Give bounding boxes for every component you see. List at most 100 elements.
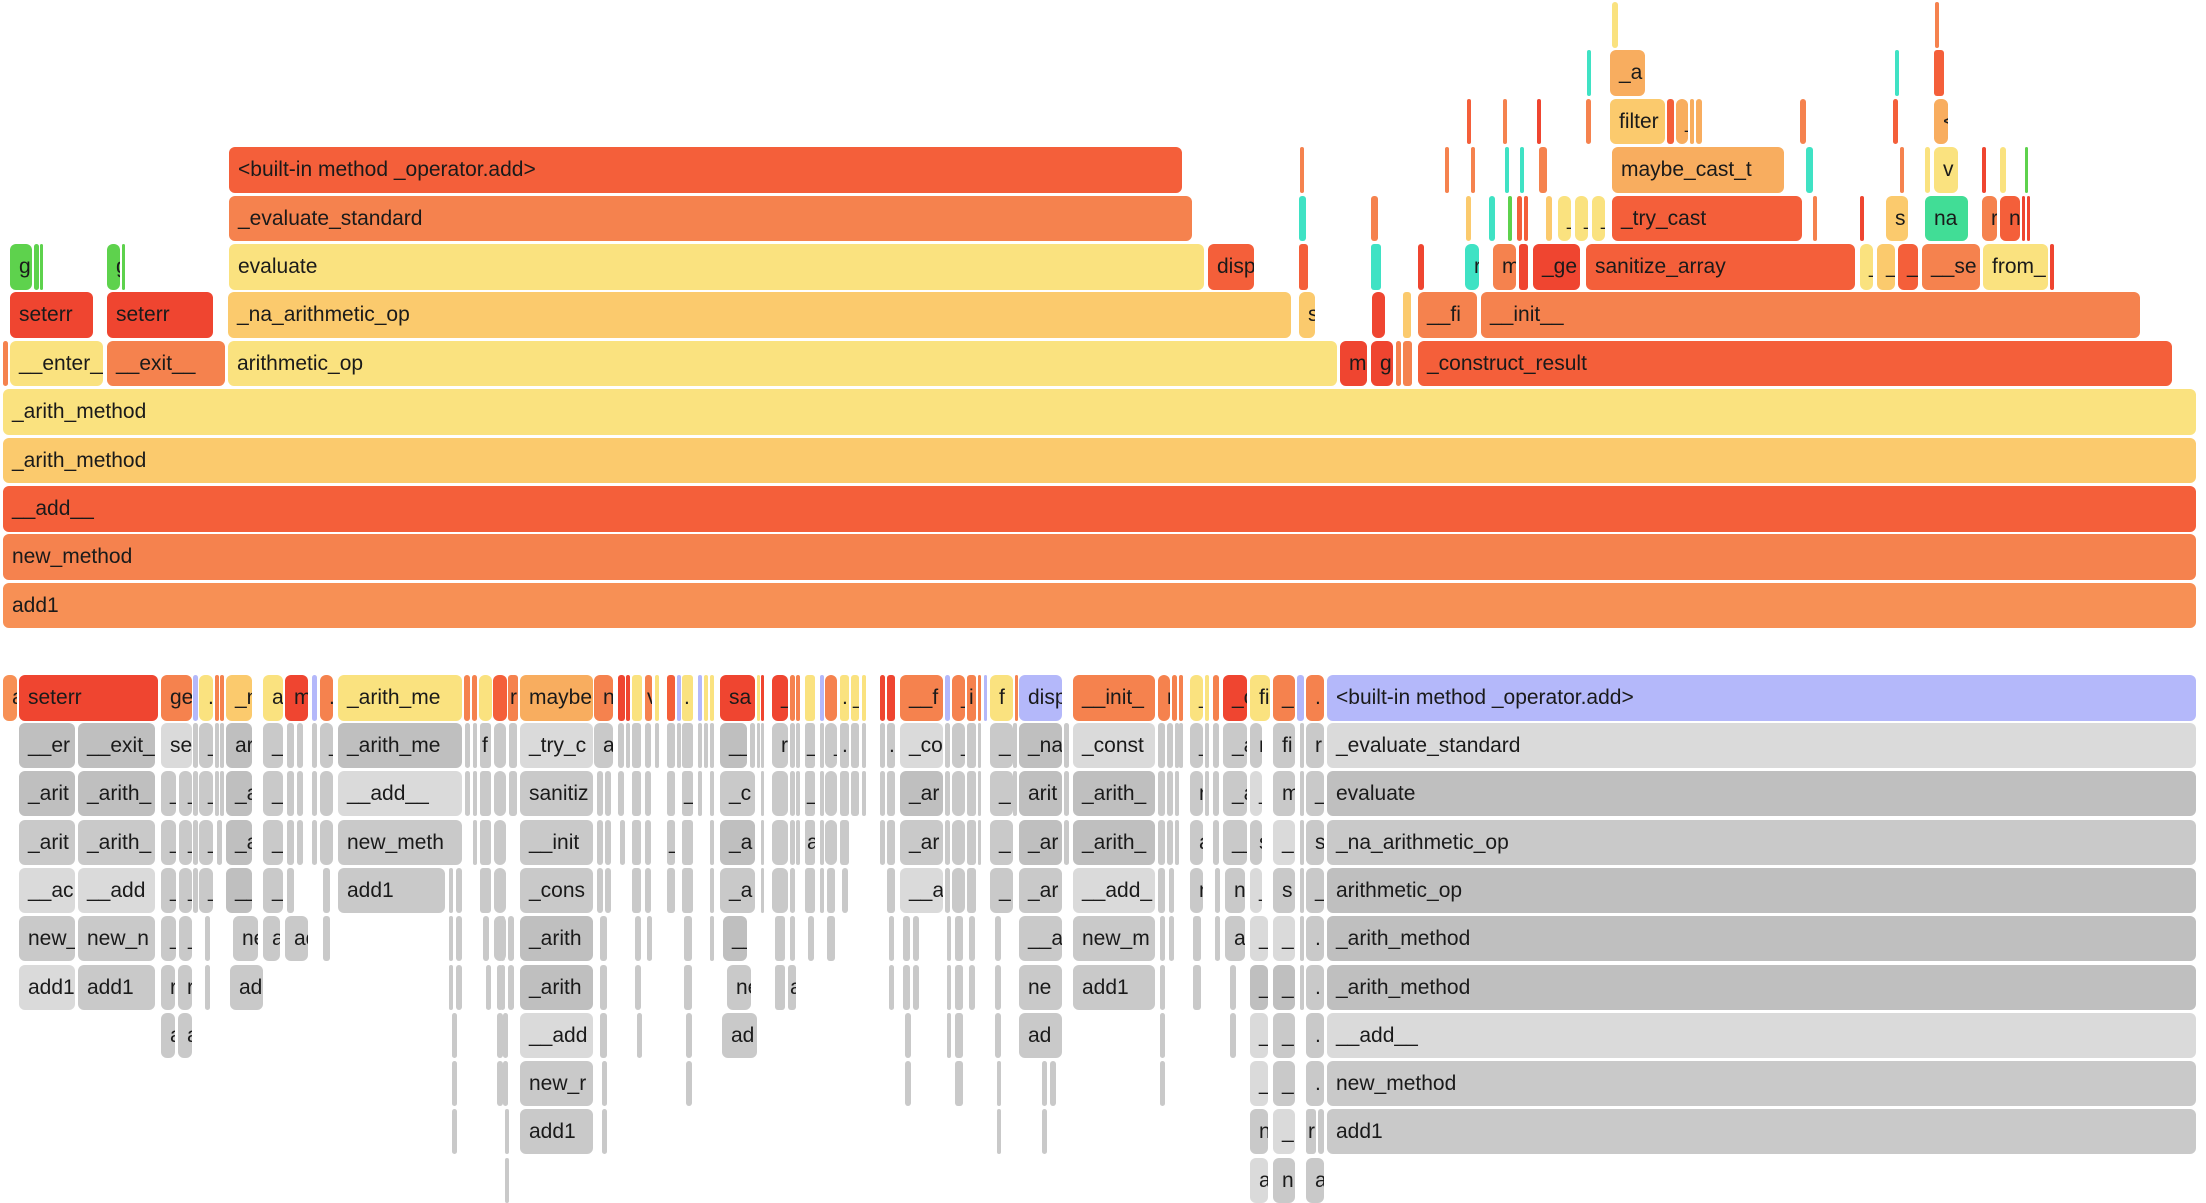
caller-frame[interactable]	[945, 867, 950, 913]
caller-frame[interactable]	[1213, 771, 1219, 817]
leaf-frame[interactable]: fi	[1250, 675, 1270, 721]
leaf-frame[interactable]	[1179, 675, 1183, 721]
caller-frame[interactable]	[1169, 867, 1174, 913]
caller-frame[interactable]: _a	[226, 819, 252, 865]
caller-frame[interactable]: _arith	[520, 964, 593, 1010]
caller-frame[interactable]	[1205, 771, 1209, 817]
caller-frame[interactable]	[1193, 916, 1201, 962]
caller-frame[interactable]	[995, 1012, 1001, 1058]
leaf-frame[interactable]: _	[1273, 675, 1295, 721]
flame-frame[interactable]	[1900, 147, 1904, 193]
caller-frame[interactable]: _arith_	[78, 771, 155, 817]
caller-frame[interactable]	[710, 916, 714, 962]
caller-frame[interactable]	[647, 916, 652, 962]
leaf-frame[interactable]	[1213, 675, 1219, 721]
caller-frame[interactable]	[449, 867, 453, 913]
caller-frame[interactable]	[600, 916, 607, 962]
caller-frame[interactable]: n	[1273, 1157, 1295, 1203]
leaf-frame[interactable]: .	[840, 675, 849, 721]
caller-frame[interactable]: _	[161, 867, 176, 913]
caller-frame[interactable]: _	[1190, 723, 1203, 768]
caller-frame[interactable]	[494, 819, 506, 865]
caller-frame[interactable]	[667, 723, 675, 768]
flame-frame[interactable]	[1418, 244, 1424, 290]
caller-frame[interactable]: _	[1250, 867, 1262, 913]
caller-frame[interactable]: __er	[19, 723, 75, 768]
flame-frame[interactable]: _	[1575, 195, 1588, 242]
leaf-frame[interactable]: maybe	[520, 675, 593, 721]
flame-frame[interactable]	[1299, 195, 1306, 242]
caller-frame[interactable]	[889, 964, 894, 1010]
flame-frame[interactable]: s	[1299, 292, 1315, 338]
caller-frame[interactable]: _	[161, 819, 176, 865]
caller-frame[interactable]	[840, 771, 849, 817]
caller-frame[interactable]: _	[667, 819, 675, 865]
caller-frame[interactable]	[1064, 723, 1069, 768]
caller-frame[interactable]	[840, 819, 849, 865]
caller-frame[interactable]	[1158, 867, 1165, 913]
flame-frame[interactable]: __fi	[1418, 292, 1477, 338]
caller-frame[interactable]	[952, 819, 965, 865]
caller-frame[interactable]	[686, 1061, 692, 1107]
caller-frame[interactable]: arithmetic_op	[1327, 867, 2196, 913]
caller-frame[interactable]	[952, 771, 965, 817]
caller-frame[interactable]	[825, 819, 837, 865]
flame-frame[interactable]: _construct_result	[1418, 340, 2172, 387]
flame-frame[interactable]: na	[1925, 195, 1968, 242]
leaf-frame[interactable]: f	[990, 675, 1013, 721]
caller-frame[interactable]: _	[161, 771, 176, 817]
caller-frame[interactable]: __add_	[1073, 867, 1155, 913]
caller-frame[interactable]	[632, 867, 641, 913]
caller-frame[interactable]	[978, 723, 981, 768]
caller-frame[interactable]	[452, 1061, 457, 1107]
caller-frame[interactable]	[995, 964, 1001, 1010]
caller-frame[interactable]	[1158, 819, 1165, 865]
leaf-frame[interactable]: _	[952, 675, 965, 721]
caller-frame[interactable]: arit	[1019, 771, 1062, 817]
flame-frame[interactable]: _	[1877, 244, 1895, 290]
caller-frame[interactable]: _ar	[900, 819, 943, 865]
caller-frame[interactable]	[1175, 723, 1179, 768]
caller-frame[interactable]: _	[1250, 1061, 1268, 1107]
caller-frame[interactable]	[473, 723, 477, 768]
leaf-frame[interactable]	[704, 675, 708, 721]
caller-frame[interactable]	[509, 723, 517, 768]
caller-frame[interactable]	[1160, 1061, 1165, 1107]
caller-frame[interactable]	[955, 916, 963, 962]
flame-frame[interactable]: evaluate	[229, 244, 1204, 290]
caller-frame[interactable]: __	[720, 723, 747, 768]
caller-frame[interactable]	[997, 1061, 1001, 1107]
leaf-frame[interactable]	[1205, 675, 1209, 721]
caller-frame[interactable]	[1160, 964, 1165, 1010]
caller-frame[interactable]: a	[594, 723, 613, 768]
leaf-frame[interactable]	[698, 675, 702, 721]
caller-frame[interactable]	[215, 723, 219, 768]
caller-frame[interactable]	[217, 819, 222, 865]
leaf-frame[interactable]	[880, 675, 885, 721]
caller-frame[interactable]	[287, 723, 294, 768]
flame-frame[interactable]	[1505, 147, 1509, 193]
leaf-frame[interactable]	[464, 675, 470, 721]
leaf-frame[interactable]	[479, 675, 492, 721]
flame-frame[interactable]	[1524, 195, 1528, 242]
leaf-frame[interactable]	[805, 675, 815, 721]
caller-frame[interactable]	[796, 723, 800, 768]
leaf-frame[interactable]: n	[594, 675, 613, 721]
caller-frame[interactable]: r	[772, 723, 788, 768]
flame-frame[interactable]: g	[1371, 340, 1393, 387]
flame-frame[interactable]	[1587, 50, 1591, 96]
leaf-frame[interactable]: _	[772, 675, 788, 721]
flame-frame[interactable]: __se	[1922, 244, 1980, 290]
caller-frame[interactable]	[500, 964, 505, 1010]
caller-frame[interactable]: _a	[1223, 771, 1247, 817]
leaf-frame[interactable]	[887, 675, 895, 721]
leaf-frame[interactable]: a	[263, 675, 283, 721]
flame-frame[interactable]	[1519, 244, 1528, 290]
flame-frame[interactable]	[2025, 147, 2028, 193]
caller-frame[interactable]	[480, 867, 491, 913]
caller-frame[interactable]: __	[1223, 819, 1247, 865]
caller-frame[interactable]: _	[1273, 916, 1295, 962]
caller-frame[interactable]	[905, 1061, 911, 1107]
caller-frame[interactable]: _a	[226, 771, 252, 817]
leaf-frame[interactable]	[796, 675, 800, 721]
